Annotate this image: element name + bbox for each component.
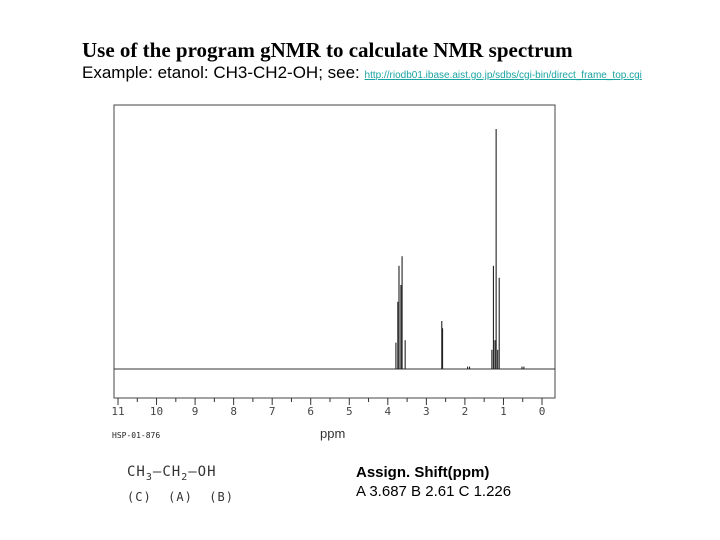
x-tick-label: 2 <box>462 405 469 418</box>
x-tick-label: 9 <box>192 405 199 418</box>
assignment-values: A 3.687 B 2.61 C 1.226 <box>356 483 512 500</box>
ethanol-formula: CH3—CH2—OH <box>127 464 217 483</box>
plot-frame <box>113 104 556 399</box>
sdbs-link[interactable]: http://riodb01.ibase.aist.go.jp/sdbs/cgi… <box>364 70 642 81</box>
x-tick-label: 7 <box>269 405 276 418</box>
assignment-header: Assign. Shift(ppm) <box>356 464 490 481</box>
x-tick-label: 6 <box>307 405 314 418</box>
x-tick-label: 8 <box>230 405 237 418</box>
x-axis-label: ppm <box>320 426 346 441</box>
x-tick-label: 4 <box>385 405 392 418</box>
x-tick-label: 0 <box>539 405 546 418</box>
x-tick-label: 10 <box>150 405 163 418</box>
formula-group-labels: (C) (A) (B) <box>127 490 234 504</box>
x-tick-label: 3 <box>423 405 430 418</box>
spectrum-code: HSP-01-876 <box>112 431 161 440</box>
x-tick-label: 11 <box>111 405 124 418</box>
subtitle: Example: etanol: CH3-CH2-OH; see: http:/… <box>82 63 642 83</box>
x-tick-label: 5 <box>346 405 353 418</box>
x-tick-label: 1 <box>500 405 507 418</box>
subtitle-text: Example: etanol: CH3-CH2-OH; see: <box>82 63 360 82</box>
slide-title: Use of the program gNMR to calculate NMR… <box>82 38 573 62</box>
assignment-table: Assign. Shift(ppm) A 3.687 B 2.61 C 1.22… <box>356 463 511 501</box>
